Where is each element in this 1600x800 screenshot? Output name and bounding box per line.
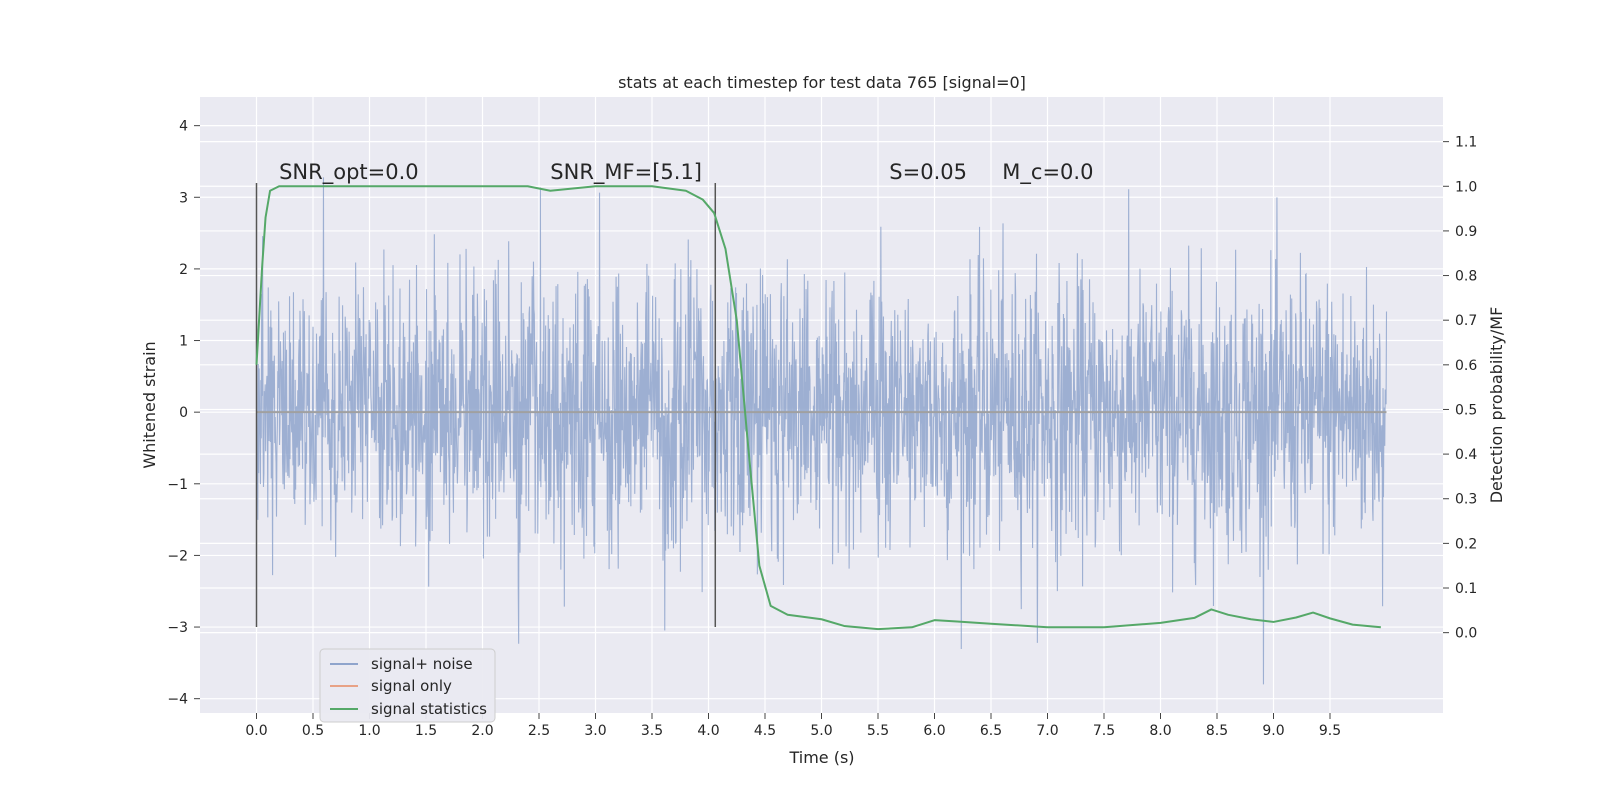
y-left-tick-label: 1 xyxy=(179,334,188,350)
y-right-tick-label: 1.1 xyxy=(1455,135,1477,151)
y-left-tick-label: −3 xyxy=(167,620,188,636)
x-tick-label: 6.0 xyxy=(923,723,945,739)
legend-label-signal-only: signal only xyxy=(371,677,452,695)
x-tick-label: 4.5 xyxy=(754,723,776,739)
y-left-tick-label: −2 xyxy=(167,548,188,564)
annotations: SNR_opt=0.0 SNR_MF=[5.1] S=0.05 M_c=0.0 xyxy=(279,160,1093,185)
legend-label-signal-plus-noise: signal+ noise xyxy=(371,655,473,673)
y-right-tick-label: 0.8 xyxy=(1455,269,1477,285)
x-tick-label: 2.5 xyxy=(528,723,550,739)
x-tick-label: 9.5 xyxy=(1319,723,1341,739)
axis-ticks: 0.0 0.5 1.0 1.5 2.0 2.5 3.0 3.5 4.0 4.5 5.0 5.5 6.0 6… xyxy=(167,119,1477,739)
annotation-text: SNR_opt=0.0 xyxy=(279,160,419,185)
x-tick-label: 8.5 xyxy=(1206,723,1228,739)
y-right-tick-label: 0.3 xyxy=(1455,492,1477,508)
x-tick-label: 0.0 xyxy=(245,723,267,739)
y-left-tick-label: 3 xyxy=(179,190,188,206)
x-tick-label: 4.0 xyxy=(697,723,719,739)
legend-box xyxy=(319,648,496,723)
y-right-tick-label: 0.9 xyxy=(1455,224,1477,240)
x-tick-label: 9.0 xyxy=(1262,723,1284,739)
y-right-tick-label: 0.0 xyxy=(1455,626,1477,642)
x-tick-label: 6.5 xyxy=(980,723,1002,739)
x-tick-label: 8.0 xyxy=(1149,723,1171,739)
y-right-tick-label: 0.5 xyxy=(1455,402,1477,418)
y-left-tick-label: 4 xyxy=(179,119,188,135)
y-right-tick-label: 0.6 xyxy=(1455,358,1477,374)
y-right-tick-label: 0.4 xyxy=(1455,447,1477,463)
y-right-tick-label: 1.0 xyxy=(1455,179,1477,195)
x-tick-label: 1.0 xyxy=(358,723,380,739)
annotation-text: SNR_MF=[5.1] xyxy=(550,160,702,185)
annotation-text: S=0.05 xyxy=(889,160,967,184)
vertical-markers xyxy=(255,182,717,628)
x-tick-label: 3.5 xyxy=(641,723,663,739)
x-tick-label: 3.0 xyxy=(584,723,606,739)
x-tick-label: 0.5 xyxy=(302,723,324,739)
x-tick-label: 1.5 xyxy=(415,723,437,739)
x-tick-label: 5.5 xyxy=(867,723,889,739)
signal-plus-noise-line xyxy=(255,177,1388,685)
x-tick-label: 5.0 xyxy=(810,723,832,739)
chart-title: stats at each timestep for test data 765… xyxy=(618,73,1026,92)
legend-label-signal-statistics: signal statistics xyxy=(371,700,487,718)
x-tick-label: 2.0 xyxy=(471,723,493,739)
signal-statistics-line xyxy=(255,185,1381,631)
x-tick-label: 7.0 xyxy=(1036,723,1058,739)
y-right-tick-label: 0.2 xyxy=(1455,536,1477,552)
y-left-tick-label: −1 xyxy=(167,477,188,493)
x-axis-label: Time (s) xyxy=(788,748,854,767)
y-axis-label-right: Detection probability/MF xyxy=(1487,307,1506,504)
y-left-tick-label: 0 xyxy=(179,405,188,421)
y-axis-label-left: Whitened strain xyxy=(140,341,159,468)
x-tick-label: 7.5 xyxy=(1093,723,1115,739)
y-right-tick-label: 0.7 xyxy=(1455,313,1477,329)
series-signal-statistics xyxy=(255,185,1381,631)
annotation-text: M_c=0.0 xyxy=(1002,160,1093,185)
y-right-tick-label: 0.1 xyxy=(1455,581,1477,597)
y-left-tick-label: −4 xyxy=(167,692,188,708)
series-signal-plus-noise xyxy=(255,177,1388,685)
legend: signal+ noise signal only signal statist… xyxy=(319,648,496,723)
y-left-tick-label: 2 xyxy=(179,262,188,278)
